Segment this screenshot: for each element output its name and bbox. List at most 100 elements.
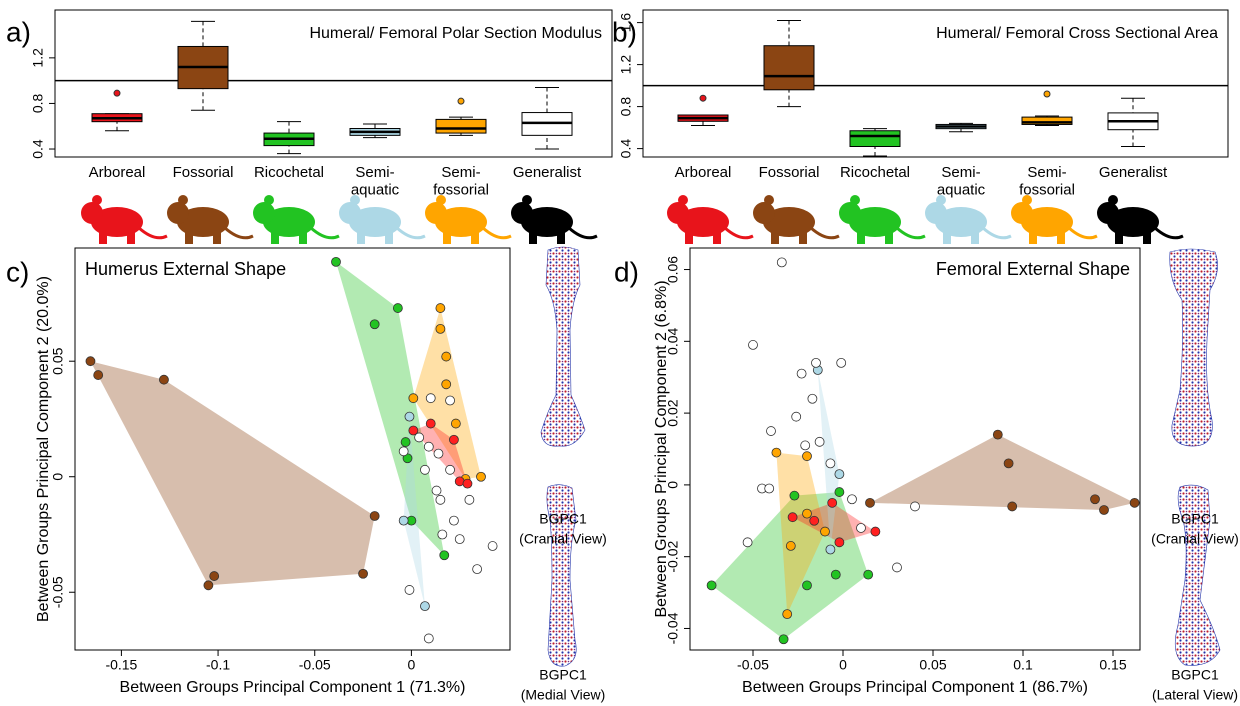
animal-silhouette <box>357 230 365 244</box>
point <box>812 358 821 367</box>
animal-silhouette <box>1029 230 1037 244</box>
animal-silhouette <box>178 195 188 205</box>
animal-silhouette <box>753 202 775 224</box>
point <box>399 516 408 525</box>
point <box>426 419 435 428</box>
animal-silhouette <box>436 195 446 205</box>
convex-hull <box>90 361 374 585</box>
box <box>436 119 486 133</box>
category-label: Arboreal <box>675 164 732 181</box>
x-tick-label: 0 <box>408 657 416 673</box>
x-tick-label: -0.15 <box>105 657 137 673</box>
point <box>1130 498 1139 507</box>
point <box>777 258 786 267</box>
category-label: Ricochetal <box>254 164 324 181</box>
point <box>815 437 824 446</box>
animal-silhouette <box>971 230 979 244</box>
point <box>442 352 451 361</box>
point <box>393 304 402 313</box>
animal-silhouette <box>983 228 1011 238</box>
animal-silhouette <box>936 195 946 205</box>
category-label: Arboreal <box>89 164 146 181</box>
point <box>821 527 830 536</box>
animal-silhouette <box>771 230 779 244</box>
category-label: Fossorial <box>759 164 820 181</box>
point <box>826 545 835 554</box>
animal-silhouette <box>1155 228 1183 238</box>
x-axis-label: Between Groups Principal Component 1 (71… <box>120 679 466 696</box>
animal-silhouette <box>1143 230 1151 244</box>
point <box>446 465 455 474</box>
point <box>405 412 414 421</box>
animal-silhouette <box>311 228 339 238</box>
view-caption: BGPC1 <box>539 667 587 683</box>
chart-title: Femoral External Shape <box>936 259 1130 279</box>
point <box>399 447 408 456</box>
chart-title: Humeral/ Femoral Polar Section Modulus <box>309 25 602 42</box>
point <box>405 585 414 594</box>
panel-label: c) <box>6 256 29 287</box>
animal-silhouette <box>799 230 807 244</box>
point <box>473 565 482 574</box>
animal-silhouette <box>522 195 532 205</box>
animal-silhouette <box>271 230 279 244</box>
animal-silhouette <box>81 202 103 224</box>
animal-silhouette <box>897 228 925 238</box>
animal-silhouette <box>685 230 693 244</box>
point <box>86 357 95 366</box>
animal-silhouette <box>850 195 860 205</box>
point <box>204 581 213 590</box>
animal-silhouette <box>483 228 511 238</box>
point <box>94 371 103 380</box>
animal-silhouette <box>350 195 360 205</box>
point <box>828 498 837 507</box>
point <box>911 502 920 511</box>
point <box>866 498 875 507</box>
animal-silhouette <box>857 230 865 244</box>
animal-silhouette <box>213 230 221 244</box>
point <box>446 396 455 405</box>
y-tick-label: 0.4 <box>618 139 634 159</box>
point <box>438 530 447 539</box>
animal-silhouette <box>725 228 753 238</box>
x-tick-label: 0.15 <box>1099 657 1126 673</box>
point <box>749 340 758 349</box>
x-tick-label: 0.05 <box>919 657 946 673</box>
view-caption: BGPC1 <box>1171 511 1219 527</box>
point <box>1004 459 1013 468</box>
chart-title: Humerus External Shape <box>85 259 286 279</box>
animal-silhouette <box>678 195 688 205</box>
point <box>837 358 846 367</box>
point <box>440 551 449 560</box>
animal-silhouette <box>443 230 451 244</box>
figure: a)Humeral/ Femoral Polar Section Modulus… <box>0 0 1240 706</box>
animal-silhouette <box>185 230 193 244</box>
point <box>420 602 429 611</box>
point <box>803 452 812 461</box>
point <box>864 570 873 579</box>
category-label: Semi-fossorial <box>433 164 489 198</box>
bone-shape <box>1170 249 1218 446</box>
animal-silhouette <box>1057 230 1065 244</box>
point <box>436 304 445 313</box>
point <box>359 569 368 578</box>
animal-silhouette <box>99 230 107 244</box>
point <box>801 441 810 450</box>
point <box>455 535 464 544</box>
point <box>786 541 795 550</box>
point <box>424 442 433 451</box>
outlier <box>114 90 120 96</box>
point <box>765 484 774 493</box>
animal-silhouette <box>943 230 951 244</box>
x-tick-label: 0 <box>839 657 847 673</box>
animal-silhouette <box>92 195 102 205</box>
animal-silhouette <box>299 230 307 244</box>
point <box>848 495 857 504</box>
point <box>707 581 716 590</box>
point <box>779 635 788 644</box>
point <box>432 486 441 495</box>
animal-silhouette <box>811 228 839 238</box>
y-axis-label: Between Groups Principal Component 2 (6.… <box>653 280 670 617</box>
point <box>803 509 812 518</box>
point <box>743 538 752 547</box>
